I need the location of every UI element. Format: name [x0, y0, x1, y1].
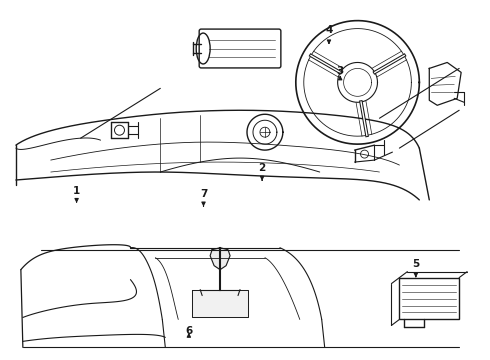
- Text: 6: 6: [185, 325, 193, 336]
- Bar: [399, 278, 459, 319]
- Text: 7: 7: [200, 189, 207, 199]
- Text: 3: 3: [337, 66, 344, 76]
- Text: 4: 4: [325, 26, 333, 35]
- Polygon shape: [192, 289, 248, 318]
- Text: 1: 1: [73, 186, 80, 196]
- Polygon shape: [210, 248, 230, 270]
- Text: 5: 5: [412, 259, 419, 269]
- Text: 2: 2: [258, 163, 266, 173]
